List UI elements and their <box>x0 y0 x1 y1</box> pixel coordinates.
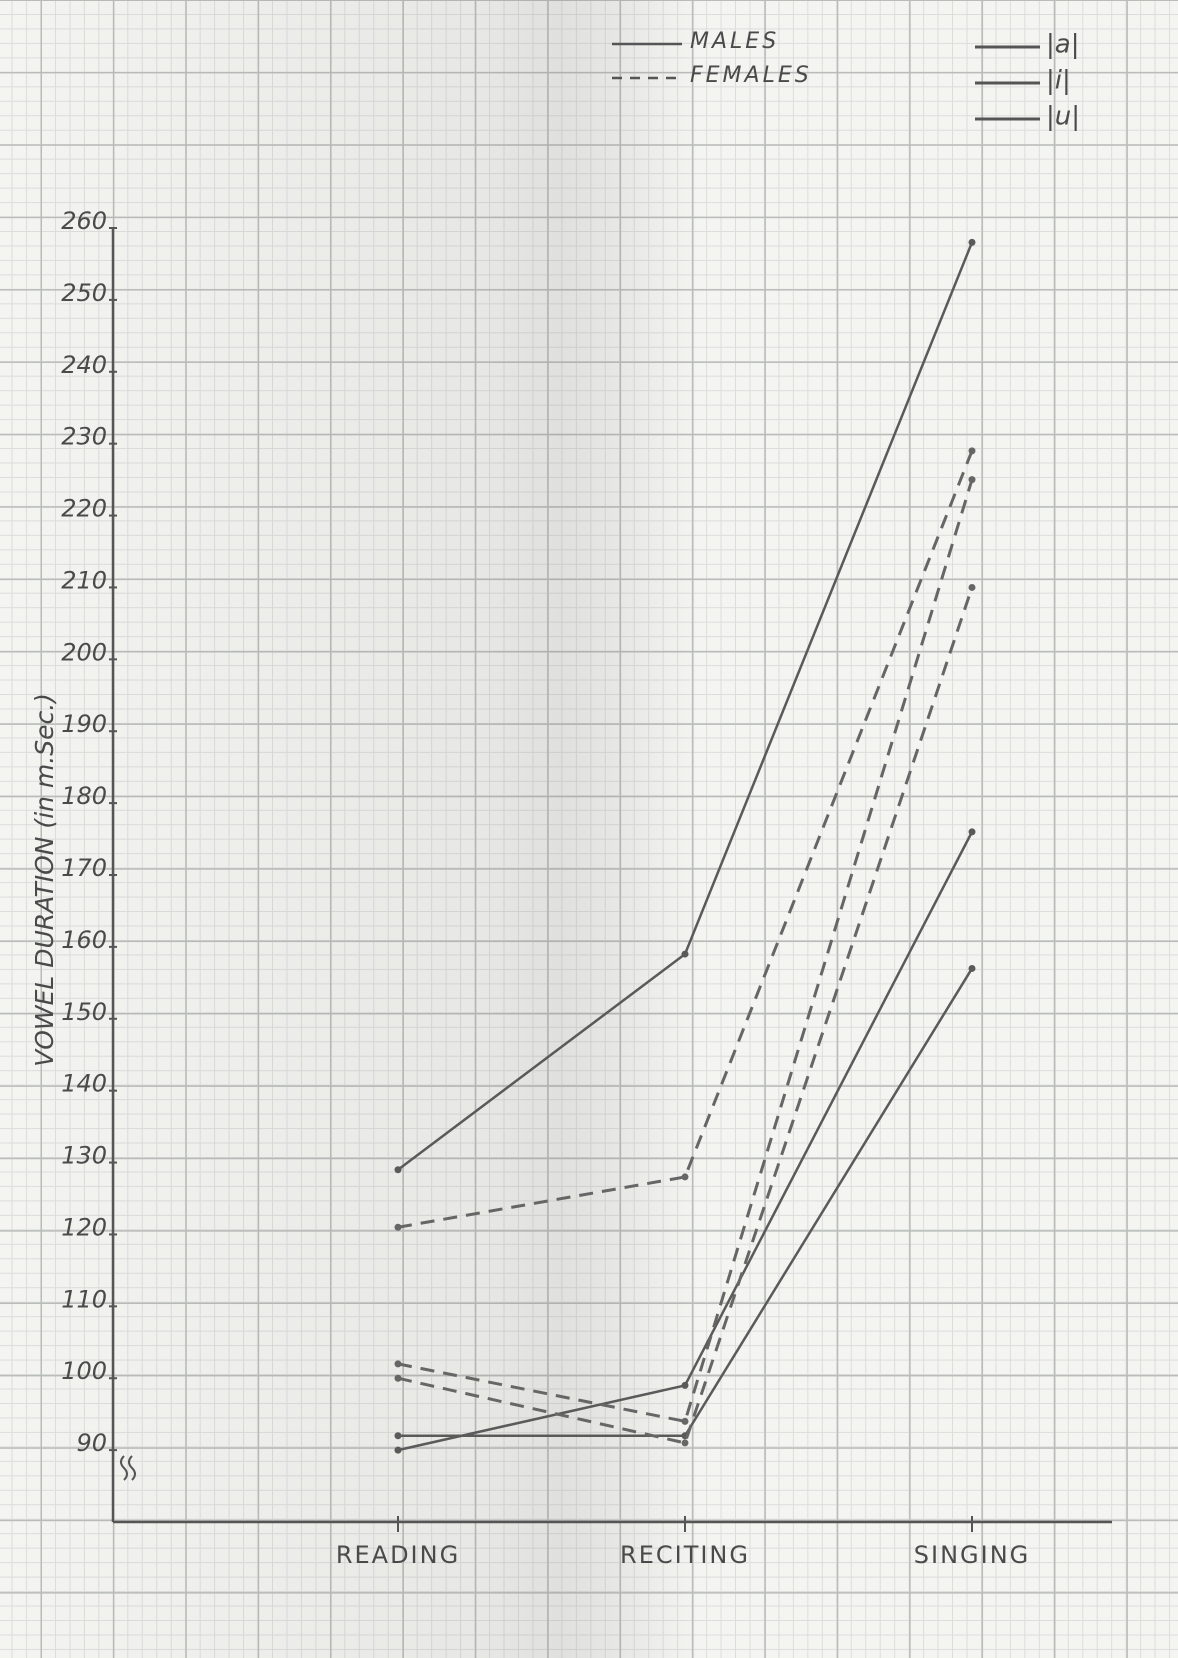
x-tick-label: SINGING <box>914 1541 1031 1569</box>
y-tick-label: 180 <box>61 782 107 810</box>
data-point <box>969 476 976 483</box>
data-point <box>969 584 976 591</box>
data-point <box>395 1432 402 1439</box>
y-tick-label: 120 <box>61 1213 107 1241</box>
y-tick-label: 90 <box>76 1429 107 1457</box>
x-tick-label: READING <box>336 1541 460 1569</box>
y-axis-label: VOWEL DURATION (in m.Sec.) <box>30 693 59 1067</box>
data-point <box>682 951 689 958</box>
axis-break <box>121 1456 135 1480</box>
vowel-legend-label: |u| <box>1046 102 1080 132</box>
series-line <box>398 480 972 1422</box>
y-tick-label: 100 <box>61 1357 107 1385</box>
legend-label: MALES <box>690 29 779 54</box>
data-point <box>395 1447 402 1454</box>
vowel-legend-label: |a| <box>1046 30 1079 60</box>
page: {"chart_data": { "type": "line", "y_labe… <box>0 0 1178 1658</box>
y-tick-label: 110 <box>61 1285 107 1313</box>
data-point <box>969 447 976 454</box>
data-point <box>969 239 976 246</box>
legend-label: FEMALES <box>690 63 812 88</box>
data-point <box>395 1360 402 1367</box>
series-line <box>398 968 972 1435</box>
y-tick-label: 190 <box>61 710 107 738</box>
series-line <box>398 832 972 1450</box>
data-point <box>969 828 976 835</box>
y-tick-label: 140 <box>61 1070 107 1098</box>
y-tick-label: 250 <box>61 279 107 307</box>
y-tick-label: 200 <box>61 638 107 666</box>
data-point <box>395 1224 402 1231</box>
data-point <box>395 1375 402 1382</box>
data-point <box>682 1382 689 1389</box>
data-point <box>969 965 976 972</box>
vowel-legend-label: |i| <box>1046 66 1071 96</box>
series-line <box>398 587 972 1442</box>
y-tick-label: 130 <box>61 1142 107 1170</box>
x-tick-label: RECITING <box>620 1541 750 1569</box>
y-tick-label: 220 <box>61 495 107 523</box>
y-tick-label: 240 <box>61 351 107 379</box>
y-tick-label: 160 <box>61 926 107 954</box>
y-tick-label: 170 <box>61 854 107 882</box>
y-tick-label: 230 <box>61 423 107 451</box>
y-tick-label: 150 <box>61 998 107 1026</box>
y-tick-label: 210 <box>61 566 107 594</box>
data-point <box>682 1439 689 1446</box>
data-point <box>395 1166 402 1173</box>
y-tick-label: 260 <box>61 207 107 235</box>
series-line <box>398 242 972 1169</box>
chart: VOWEL DURATION (in m.Sec.) 90 100 110 120 13… <box>0 0 1178 1658</box>
data-point <box>682 1418 689 1425</box>
data-point <box>682 1173 689 1180</box>
